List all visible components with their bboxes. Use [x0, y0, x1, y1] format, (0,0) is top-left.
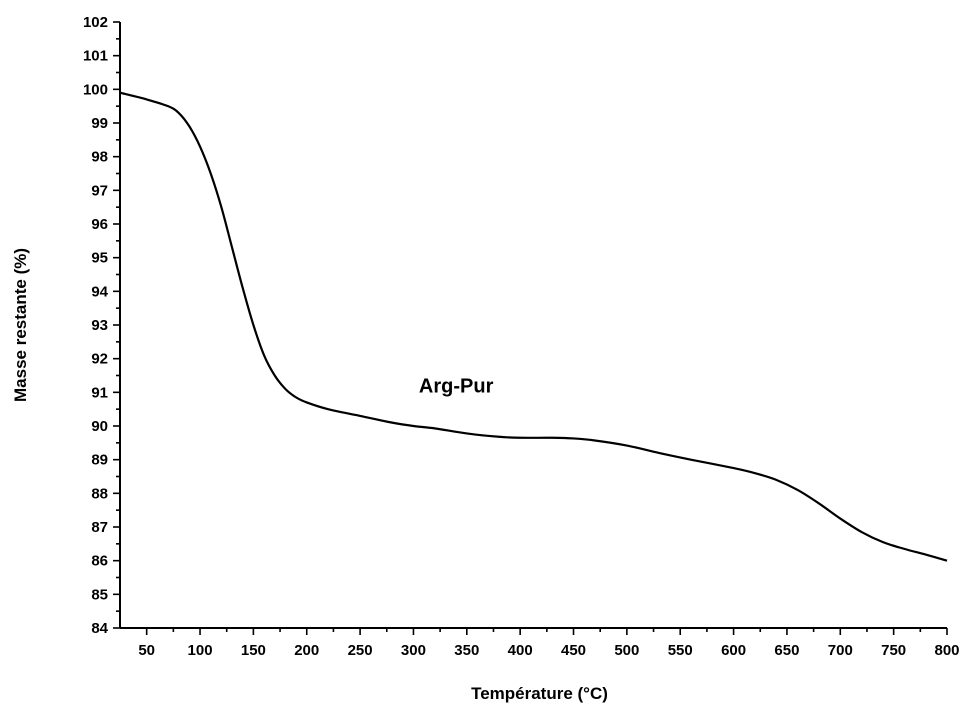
y-tick-label: 99 — [91, 115, 108, 132]
y-tick-label: 85 — [91, 586, 108, 603]
y-tick-label: 90 — [91, 418, 108, 435]
y-tick-label: 102 — [83, 14, 108, 31]
x-tick-label: 450 — [561, 642, 586, 659]
x-axis-title: Température (°C) — [471, 684, 608, 703]
x-tick-label: 250 — [348, 642, 373, 659]
x-tick-label: 550 — [668, 642, 693, 659]
y-tick-label: 84 — [91, 620, 108, 637]
x-tick-label: 350 — [454, 642, 479, 659]
ticks: 84 85 86 87 88 89 90 91 92 93 94 95 96 97 98 99 100 101 10… — [83, 14, 960, 659]
y-tick-label: 101 — [83, 48, 108, 65]
series-annotation: Arg-Pur — [419, 375, 494, 397]
x-tick-label: 200 — [294, 642, 319, 659]
axes — [119, 22, 947, 629]
series — [119, 91, 948, 562]
y-tick-label: 93 — [91, 317, 108, 334]
y-tick-label: 100 — [83, 81, 108, 98]
x-tick-label: 700 — [828, 642, 853, 659]
y-tick-label: 92 — [91, 351, 108, 368]
y-tick-label: 88 — [91, 485, 108, 502]
y-tick-label: 97 — [91, 182, 108, 199]
y-tick-label: 87 — [91, 519, 108, 536]
x-tick-label: 150 — [241, 642, 266, 659]
y-tick-label: 89 — [91, 452, 108, 469]
y-tick-label: 95 — [91, 250, 108, 267]
y-tick-label: 91 — [91, 384, 108, 401]
x-tick-label: 400 — [508, 642, 533, 659]
y-tick-label: 96 — [91, 216, 108, 233]
y-axis-title: Masse restante (%) — [11, 248, 30, 402]
series-line — [119, 91, 948, 562]
y-tick-label: 98 — [91, 149, 108, 166]
x-tick-label: 50 — [138, 642, 155, 659]
x-tick-label: 500 — [614, 642, 639, 659]
y-tick-label: 86 — [91, 553, 108, 570]
x-tick-label: 650 — [774, 642, 799, 659]
x-tick-label: 750 — [881, 642, 906, 659]
x-tick-label: 100 — [188, 642, 213, 659]
y-tick-label: 94 — [91, 283, 108, 300]
x-tick-label: 300 — [401, 642, 426, 659]
x-tick-label: 600 — [721, 642, 746, 659]
x-tick-label: 800 — [934, 642, 959, 659]
